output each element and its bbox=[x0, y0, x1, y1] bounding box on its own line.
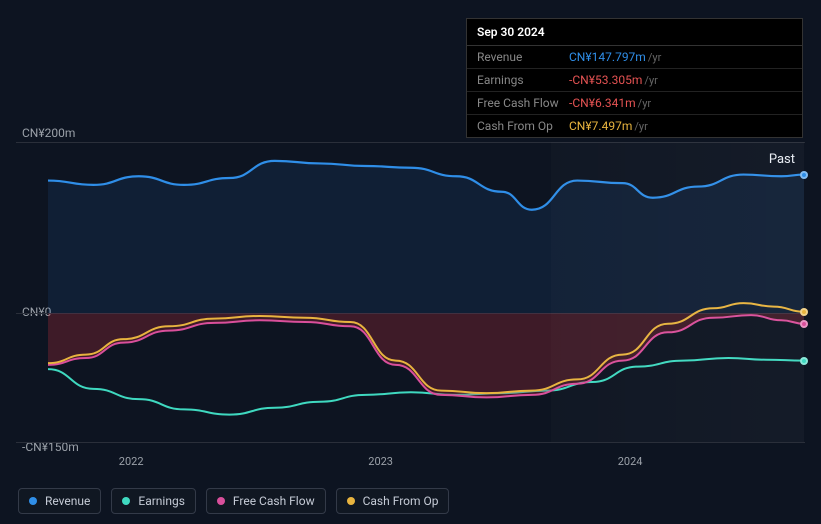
grid-line bbox=[16, 442, 805, 443]
tooltip-row-unit: /yr bbox=[634, 120, 647, 133]
tooltip-date: Sep 30 2024 bbox=[467, 19, 802, 46]
tooltip-row-label: Free Cash Flow bbox=[477, 96, 569, 110]
legend-label: Cash From Op bbox=[363, 494, 439, 508]
legend-label: Revenue bbox=[45, 494, 90, 508]
x-axis-label: 2023 bbox=[368, 455, 393, 468]
legend-item[interactable]: Earnings bbox=[111, 488, 196, 514]
x-axis-label: 2024 bbox=[618, 455, 643, 468]
series-end-dot bbox=[800, 357, 808, 365]
tooltip-row-value: CN¥7.497m bbox=[569, 119, 632, 133]
legend-label: Free Cash Flow bbox=[233, 494, 315, 508]
chart-area: CN¥200m CN¥0 -CN¥150m Past 202220232024 bbox=[0, 120, 821, 478]
tooltip-row-label: Cash From Op bbox=[477, 119, 569, 133]
series-end-dot bbox=[800, 308, 808, 316]
tooltip-row: Free Cash Flow-CN¥6.341m /yr bbox=[467, 92, 802, 115]
plot-svg bbox=[48, 142, 804, 442]
series-end-dot bbox=[800, 320, 808, 328]
legend-item[interactable]: Revenue bbox=[18, 488, 101, 514]
data-tooltip: Sep 30 2024 RevenueCN¥147.797m /yrEarnin… bbox=[466, 18, 803, 138]
plot-area[interactable] bbox=[48, 142, 804, 442]
tooltip-row-value: -CN¥6.341m bbox=[569, 96, 636, 110]
legend-item[interactable]: Cash From Op bbox=[336, 488, 450, 514]
legend-dot-icon bbox=[29, 497, 37, 505]
legend-dot-icon bbox=[347, 497, 355, 505]
y-axis-label-max: CN¥200m bbox=[22, 126, 75, 140]
tooltip-row: Cash From OpCN¥7.497m /yr bbox=[467, 115, 802, 137]
legend-label: Earnings bbox=[138, 494, 185, 508]
tooltip-row-label: Earnings bbox=[477, 73, 569, 87]
tooltip-row-value: -CN¥53.305m bbox=[569, 73, 642, 87]
x-axis-label: 2022 bbox=[119, 455, 144, 468]
tooltip-row-value: CN¥147.797m bbox=[569, 50, 646, 64]
legend: Revenue Earnings Free Cash Flow Cash From O… bbox=[18, 488, 449, 514]
tooltip-row-unit: /yr bbox=[638, 97, 651, 110]
tooltip-row: Earnings-CN¥53.305m /yr bbox=[467, 69, 802, 92]
series-end-dot bbox=[800, 171, 808, 179]
legend-item[interactable]: Free Cash Flow bbox=[206, 488, 326, 514]
tooltip-row: RevenueCN¥147.797m /yr bbox=[467, 46, 802, 69]
tooltip-row-unit: /yr bbox=[644, 74, 657, 87]
y-axis-label-zero: CN¥0 bbox=[22, 305, 51, 319]
legend-dot-icon bbox=[217, 497, 225, 505]
tooltip-row-unit: /yr bbox=[648, 51, 661, 64]
legend-dot-icon bbox=[122, 497, 130, 505]
tooltip-row-label: Revenue bbox=[477, 50, 569, 64]
